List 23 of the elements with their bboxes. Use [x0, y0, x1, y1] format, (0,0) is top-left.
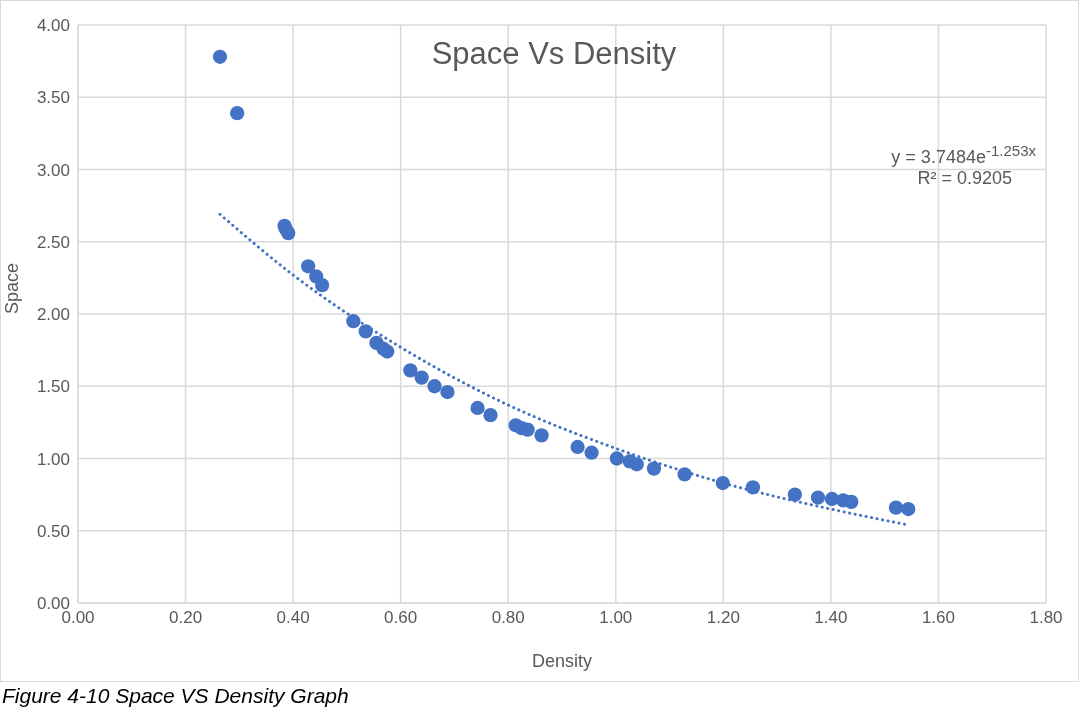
- x-tick-label: 0.80: [491, 608, 525, 628]
- x-tick-label: 1.00: [599, 608, 633, 628]
- x-tick-label: 0.60: [384, 608, 418, 628]
- x-tick-label: 0.40: [276, 608, 310, 628]
- y-axis-title: Space: [2, 262, 23, 314]
- y-tick-label: 3.00: [36, 160, 70, 180]
- chart-title: Space Vs Density: [430, 36, 678, 72]
- x-tick-label: 1.80: [1029, 608, 1063, 628]
- x-tick-label: 1.40: [814, 608, 848, 628]
- caption: Figure 4-10 Space VS Density Graph: [2, 684, 349, 708]
- y-tick-label: 1.00: [36, 449, 70, 469]
- y-tick-label: 1.50: [36, 377, 70, 397]
- x-tick-label: 1.60: [921, 608, 955, 628]
- y-tick-label: 4.00: [36, 16, 70, 36]
- y-tick-label: 0.50: [36, 521, 70, 541]
- annotation: R² = 0.9205: [916, 168, 1012, 189]
- annotation: y = 3.7484e$^{-1.253x}$: [890, 142, 1036, 168]
- y-tick-label: 3.50: [36, 88, 70, 108]
- y-tick-label: 2.50: [36, 232, 70, 252]
- x-tick-label: 1.20: [706, 608, 740, 628]
- y-tick-label: 2.00: [36, 305, 70, 325]
- x-axis-title: Density: [531, 651, 593, 671]
- x-tick-label: 0.20: [169, 608, 203, 628]
